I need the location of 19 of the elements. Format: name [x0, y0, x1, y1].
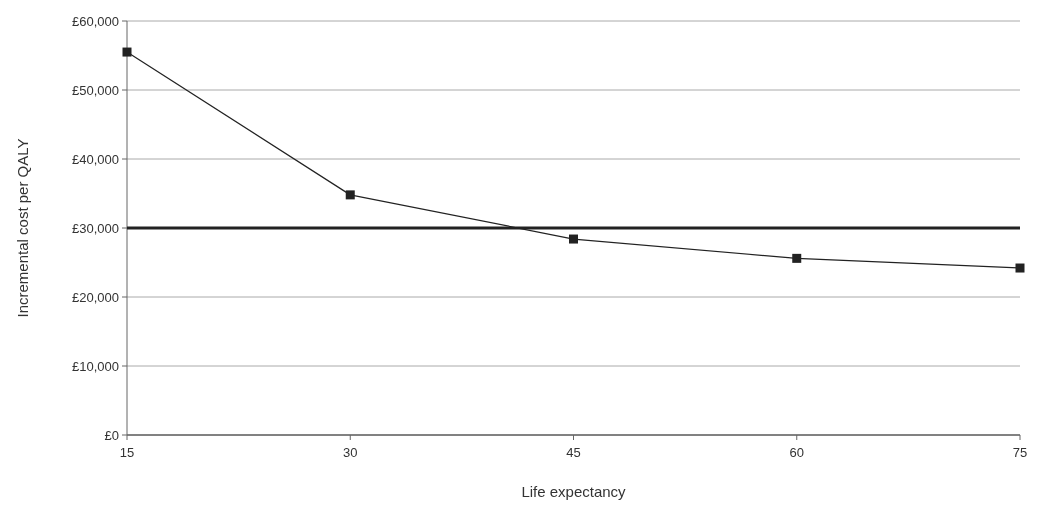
point — [122, 47, 132, 57]
x-tick-label: 45 — [566, 445, 581, 460]
y-tick-label: £30,000 — [72, 220, 119, 236]
point — [1015, 263, 1025, 273]
x-tick-label: 60 — [789, 445, 804, 460]
point — [792, 253, 802, 263]
y-axis-title: Incremental cost per QALY — [14, 138, 31, 318]
y-tick-label: £60,000 — [72, 13, 119, 29]
y-tick-label: £40,000 — [72, 151, 119, 167]
point — [569, 234, 578, 244]
x-tick-label: 75 — [1012, 445, 1028, 460]
y-tick-label: £10,000 — [72, 358, 119, 374]
x-axis-title: Life expectancy — [521, 483, 627, 500]
y-tick-label: £0 — [104, 427, 119, 443]
y-tick-label: £50,000 — [72, 82, 119, 98]
point — [345, 190, 355, 200]
y-tick-label: £20,000 — [72, 289, 119, 305]
x-tick-label: 15 — [119, 445, 135, 460]
x-tick-label: 30 — [343, 445, 358, 460]
